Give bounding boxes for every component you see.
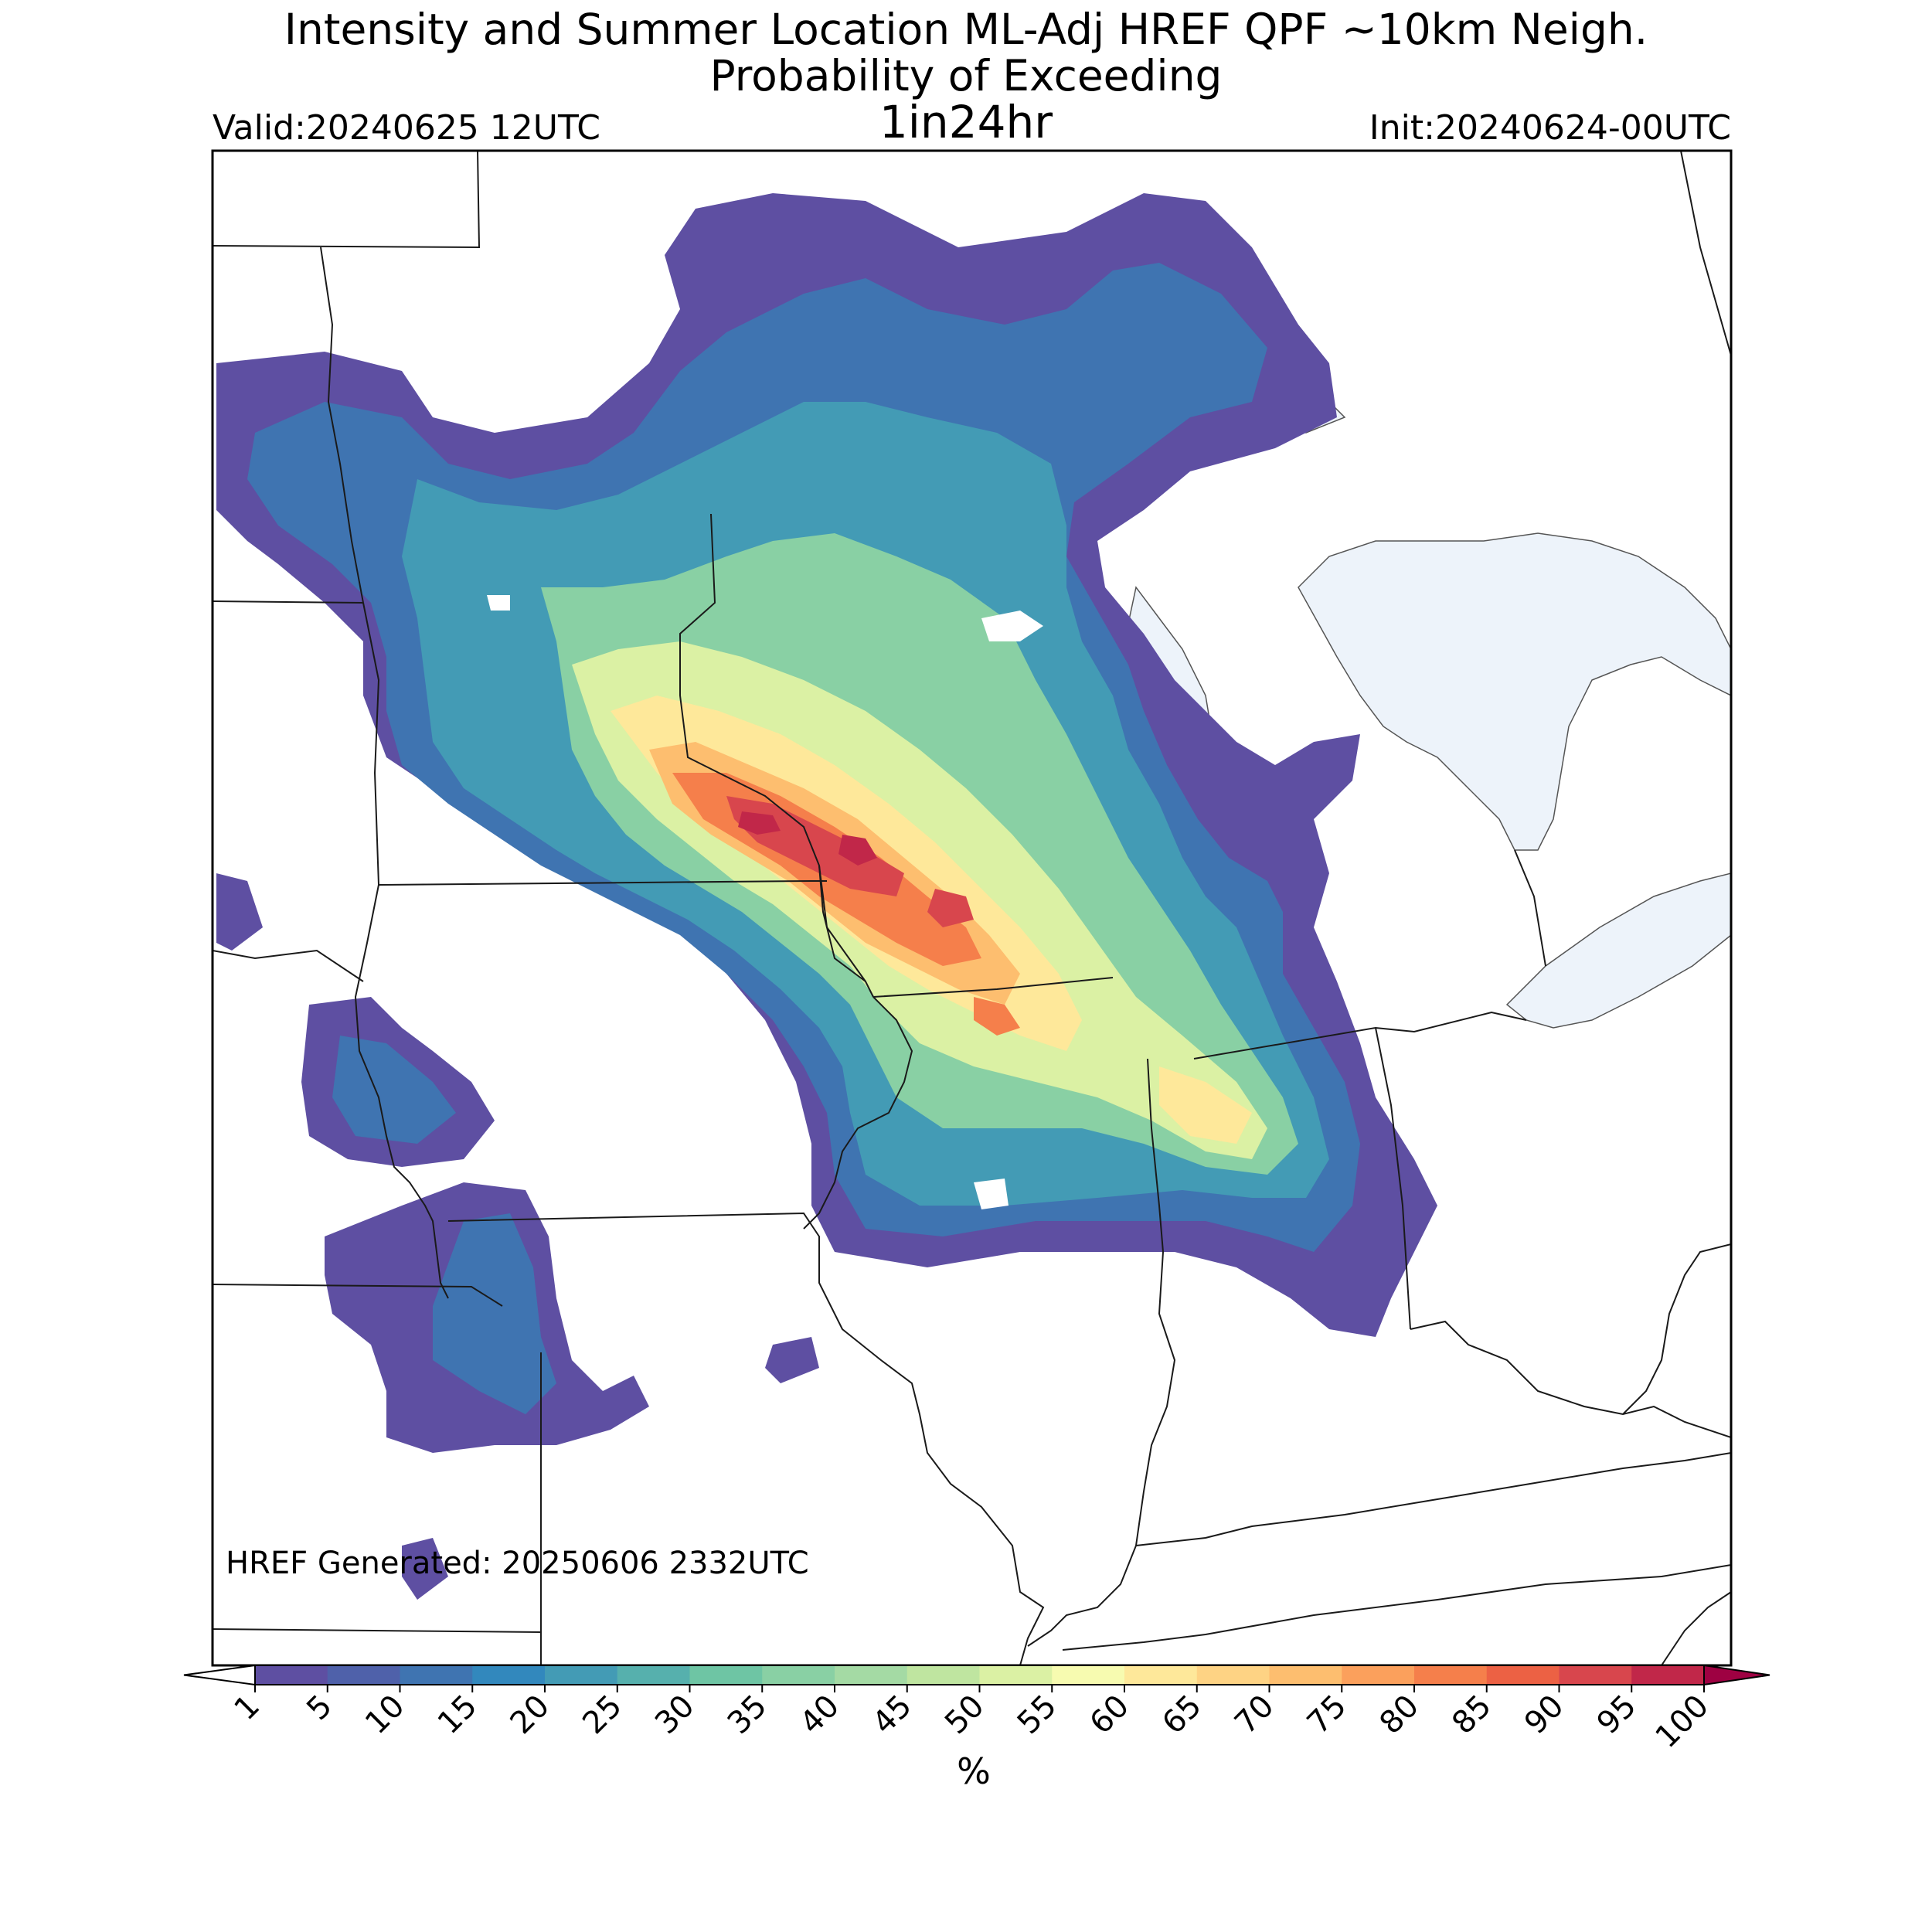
border-line xyxy=(679,513,874,998)
init-time-label: Init:20240624-00UTC xyxy=(1369,108,1731,148)
colorbar-tick-label: 65 xyxy=(1155,1689,1209,1742)
colorbar-tick-label: 30 xyxy=(648,1689,702,1742)
probability-area xyxy=(838,835,877,866)
border-line xyxy=(1514,849,1546,967)
no-probability-gap xyxy=(981,611,1043,641)
colorbar-segment xyxy=(1559,1665,1632,1685)
colorbar-tick-label: 45 xyxy=(866,1689,919,1742)
border-line xyxy=(362,602,827,886)
colorbar-tick-label: 100 xyxy=(1649,1689,1716,1756)
generated-timestamp: HREF Generated: 20250606 2332UTC xyxy=(226,1546,809,1581)
border-line xyxy=(803,996,913,1230)
no-probability-gap xyxy=(974,1179,1009,1209)
border-line xyxy=(320,247,364,604)
colorbar: 1 5 10 15 20 25 30 35 40 45 50 55 60 65 70 75 80 85 90 95 10… xyxy=(183,1664,1770,1756)
probability-area xyxy=(216,873,263,951)
colorbar-segment xyxy=(1124,1665,1198,1685)
colorbar-tick-label: 95 xyxy=(1590,1689,1644,1742)
border-line xyxy=(1062,1564,1731,1651)
colorbar-segment xyxy=(472,1665,546,1685)
border-line xyxy=(1680,151,1731,356)
colorbar-segment xyxy=(762,1665,835,1685)
lake-erie xyxy=(1505,872,1731,1029)
probability-field xyxy=(216,193,1437,1600)
title-line-2: Probability of Exceeding xyxy=(709,51,1223,100)
border-line xyxy=(1622,1243,1731,1415)
colorbar-tick-label: 50 xyxy=(938,1689,992,1742)
colorbar-tick-label: 35 xyxy=(721,1689,774,1742)
colorbar-segment xyxy=(835,1665,908,1685)
border-line xyxy=(213,151,481,249)
colorbar-unit-label: % xyxy=(957,1750,991,1792)
no-probability-gap xyxy=(1221,587,1252,626)
border-line xyxy=(872,977,1114,998)
state-borders xyxy=(213,151,1731,1665)
border-line xyxy=(213,1284,503,1307)
probability-area xyxy=(332,1036,456,1144)
border-line xyxy=(1661,1591,1731,1665)
colorbar-tick-label: 55 xyxy=(1011,1689,1064,1742)
border-line xyxy=(354,884,449,1299)
colorbar-tick-label: 20 xyxy=(504,1689,557,1742)
no-probability-gap xyxy=(487,595,510,611)
border-line xyxy=(1135,1452,1731,1546)
colorbar-segment xyxy=(979,1665,1053,1685)
border-line xyxy=(213,1628,542,1633)
colorbar-segment xyxy=(1052,1665,1125,1685)
valid-time-label: Valid:20240625 12UTC xyxy=(213,108,601,148)
probability-area xyxy=(433,1213,556,1414)
colorbar-tick-label: 75 xyxy=(1301,1689,1354,1742)
threshold-label: 1in24hr xyxy=(879,96,1053,148)
colorbar-segment xyxy=(327,1665,400,1685)
probability-area xyxy=(927,889,974,927)
probability-level-90 xyxy=(738,811,877,866)
colorbar-tick-label: 15 xyxy=(431,1689,485,1742)
border-line xyxy=(213,600,364,604)
colorbar-tick-label: 10 xyxy=(359,1689,412,1742)
lake-huron xyxy=(1298,532,1731,851)
colorbar-segment xyxy=(545,1665,618,1685)
colorbar-segment xyxy=(689,1665,763,1685)
colorbar-tick-label: 80 xyxy=(1373,1689,1427,1742)
probability-area xyxy=(402,1538,448,1600)
colorbar-under-arrow xyxy=(183,1664,256,1686)
colorbar-tick-label: 40 xyxy=(794,1689,847,1742)
colorbar-segment xyxy=(906,1665,980,1685)
colorbar-segment xyxy=(1631,1665,1705,1685)
colorbar-tick-label: 90 xyxy=(1518,1689,1571,1742)
colorbar-segment xyxy=(1414,1665,1488,1685)
border-line xyxy=(1027,1058,1176,1647)
colorbar-tick-label: 25 xyxy=(576,1689,629,1742)
colorbar-segment xyxy=(255,1665,328,1685)
probability-area xyxy=(974,997,1020,1036)
border-line xyxy=(818,865,866,982)
map-panel xyxy=(213,151,1731,1665)
title-line-1: Intensity and Summer Location ML-Adj HRE… xyxy=(284,5,1648,54)
colorbar-segment xyxy=(1342,1665,1415,1685)
colorbar-tick-label: 70 xyxy=(1228,1689,1281,1742)
probability-area xyxy=(765,1337,819,1383)
colorbar-over-arrow xyxy=(1703,1664,1770,1686)
colorbar-tick-label: 85 xyxy=(1445,1689,1498,1742)
colorbar-tick-label: 1 xyxy=(228,1689,267,1728)
border-line xyxy=(1410,1320,1731,1438)
colorbar-tick-label: 60 xyxy=(1083,1689,1137,1742)
colorbar-segment xyxy=(1269,1665,1342,1685)
colorbar-segment xyxy=(617,1665,690,1685)
colorbar-segment xyxy=(1486,1665,1560,1685)
probability-area xyxy=(1159,1066,1252,1144)
border-line xyxy=(447,1212,1045,1665)
colorbar-segment xyxy=(400,1665,473,1685)
border-line xyxy=(1193,1011,1527,1060)
border-line xyxy=(1375,1027,1411,1330)
border-line xyxy=(213,949,364,982)
probability-area xyxy=(738,811,781,835)
colorbar-segment xyxy=(1196,1665,1270,1685)
colorbar-tick-label: 5 xyxy=(300,1689,339,1728)
